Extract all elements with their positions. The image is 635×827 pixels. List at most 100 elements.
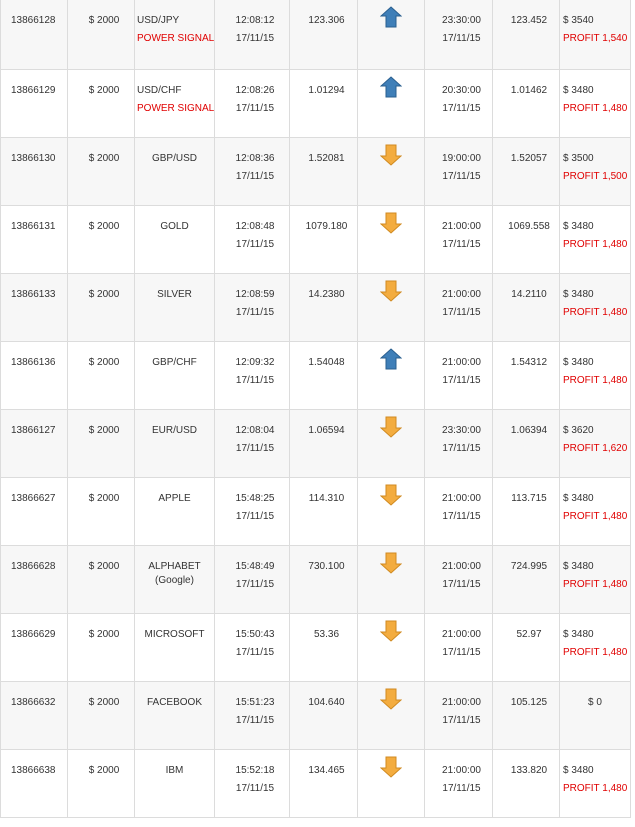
direction-cell (357, 749, 425, 818)
asset-cell: ALPHABET (Google) (134, 545, 215, 614)
asset-name: IBM (165, 764, 184, 776)
down-arrow-icon (380, 688, 402, 710)
asset-name: SILVER (157, 288, 192, 300)
expiry-time-cell: 21:00:00 17/11/15 (424, 341, 493, 410)
trade-id: 13866632 (11, 696, 56, 708)
open-date: 17/11/15 (235, 578, 275, 590)
open-date: 17/11/15 (235, 646, 275, 658)
trade-id: 13866627 (11, 492, 56, 504)
profit-label: PROFIT 1,480 (563, 782, 628, 794)
close-price: 105.125 (510, 696, 548, 708)
expiry-time: 21:00:00 (442, 220, 481, 232)
close-price-cell: 724.995 (492, 545, 560, 614)
open-time-cell: 15:50:43 17/11/15 (214, 613, 290, 682)
trade-id: 13866628 (11, 560, 56, 572)
up-arrow-icon (380, 6, 402, 28)
open-date: 17/11/15 (235, 714, 275, 726)
close-price: 123.452 (510, 15, 548, 26)
asset-cell: IBM (134, 749, 215, 818)
expiry-time: 19:00:00 (442, 152, 481, 164)
close-price: 1.01462 (510, 84, 548, 96)
close-price-cell: 133.820 (492, 749, 560, 818)
amount-cell: $ 2000 (67, 137, 135, 206)
open-price-cell: 1079.180 (289, 205, 358, 274)
trade-row: 13866632 $ 2000 FACEBOOK 15:51:23 17/11/15 10… (0, 681, 631, 750)
amount-cell: $ 2000 (67, 69, 135, 138)
open-price-cell: 14.2380 (289, 273, 358, 342)
asset-name: FACEBOOK (146, 696, 202, 708)
asset-cell: FACEBOOK (134, 681, 215, 750)
trade-id-cell: 13866632 (0, 681, 68, 750)
open-price-cell: 134.465 (289, 749, 358, 818)
trade-amount: $ 2000 (88, 15, 120, 26)
close-price-cell: 1.54312 (492, 341, 560, 410)
asset-name: USD/CHF (137, 84, 182, 96)
result-cell: $ 3480 PROFIT 1,480 (559, 205, 631, 274)
open-price: 14.2380 (308, 288, 345, 300)
expiry-date: 17/11/15 (442, 714, 481, 726)
open-price: 730.100 (308, 560, 345, 572)
open-date: 17/11/15 (235, 510, 275, 522)
profit-label: PROFIT 1,480 (563, 306, 628, 318)
expiry-time-cell: 19:00:00 17/11/15 (424, 137, 493, 206)
expiry-time: 21:00:00 (442, 696, 481, 708)
direction-cell (357, 409, 425, 478)
direction-cell (357, 681, 425, 750)
expiry-time: 20:30:00 (442, 84, 481, 96)
direction-cell (357, 137, 425, 206)
down-arrow-icon (380, 756, 402, 778)
open-time-cell: 15:48:25 17/11/15 (214, 477, 290, 546)
payout-amount: $ 3480 (563, 84, 594, 96)
trade-id: 13866129 (11, 84, 56, 96)
trade-amount: $ 2000 (88, 628, 120, 640)
trade-id-cell: 13866627 (0, 477, 68, 546)
open-price-cell: 730.100 (289, 545, 358, 614)
payout-amount: $ 3480 (563, 356, 594, 368)
result-cell: $ 3480 PROFIT 1,480 (559, 749, 631, 818)
asset-name: GOLD (160, 220, 189, 232)
asset-cell: EUR/USD (134, 409, 215, 478)
close-price: 52.97 (516, 628, 542, 640)
open-time: 12:08:12 (235, 15, 275, 26)
payout-amount: $ 3480 (563, 288, 594, 300)
trade-row: 13866133 $ 2000 SILVER 12:08:59 17/11/15 14.2… (0, 273, 631, 342)
close-price-cell: 123.452 (492, 0, 560, 70)
close-price: 1.52057 (510, 152, 548, 164)
open-time: 12:09:32 (235, 356, 275, 368)
direction-cell (357, 613, 425, 682)
open-time: 12:08:59 (235, 288, 275, 300)
payout-amount: $ 3480 (563, 560, 594, 572)
payout-amount: $ 3620 (563, 424, 594, 436)
open-price-cell: 104.640 (289, 681, 358, 750)
trade-amount: $ 2000 (88, 492, 120, 504)
trade-row: 13866128 $ 2000 USD/JPY POWER SIGNAL 12:08:1… (0, 0, 631, 70)
open-time-cell: 12:08:59 17/11/15 (214, 273, 290, 342)
trade-row: 13866129 $ 2000 USD/CHF POWER SIGNAL 12:08:2… (0, 69, 631, 138)
expiry-time: 21:00:00 (442, 764, 481, 776)
open-time: 15:48:25 (235, 492, 275, 504)
expiry-date: 17/11/15 (442, 578, 481, 590)
open-price: 123.306 (308, 15, 345, 26)
trade-id-cell: 13866129 (0, 69, 68, 138)
close-price: 133.820 (510, 764, 548, 776)
result-cell: $ 0 (559, 681, 631, 750)
open-time-cell: 12:09:32 17/11/15 (214, 341, 290, 410)
power-signal-label: POWER SIGNAL (137, 102, 215, 114)
open-time-cell: 12:08:26 17/11/15 (214, 69, 290, 138)
trade-id: 13866128 (11, 15, 56, 26)
open-price-cell: 1.01294 (289, 69, 358, 138)
open-time: 15:52:18 (235, 764, 275, 776)
trade-id: 13866133 (11, 288, 56, 300)
expiry-time-cell: 21:00:00 17/11/15 (424, 477, 493, 546)
trade-row: 13866136 $ 2000 GBP/CHF 12:09:32 17/11/15 1.5… (0, 341, 631, 410)
payout-amount: $ 0 (588, 696, 602, 708)
close-price-cell: 113.715 (492, 477, 560, 546)
expiry-time: 23:30:00 (442, 15, 481, 26)
open-date: 17/11/15 (235, 170, 275, 182)
open-date: 17/11/15 (235, 374, 275, 386)
amount-cell: $ 2000 (67, 273, 135, 342)
expiry-time-cell: 20:30:00 17/11/15 (424, 69, 493, 138)
down-arrow-icon (380, 144, 402, 166)
asset-name: EUR/USD (151, 424, 197, 436)
open-price: 114.310 (308, 492, 345, 504)
